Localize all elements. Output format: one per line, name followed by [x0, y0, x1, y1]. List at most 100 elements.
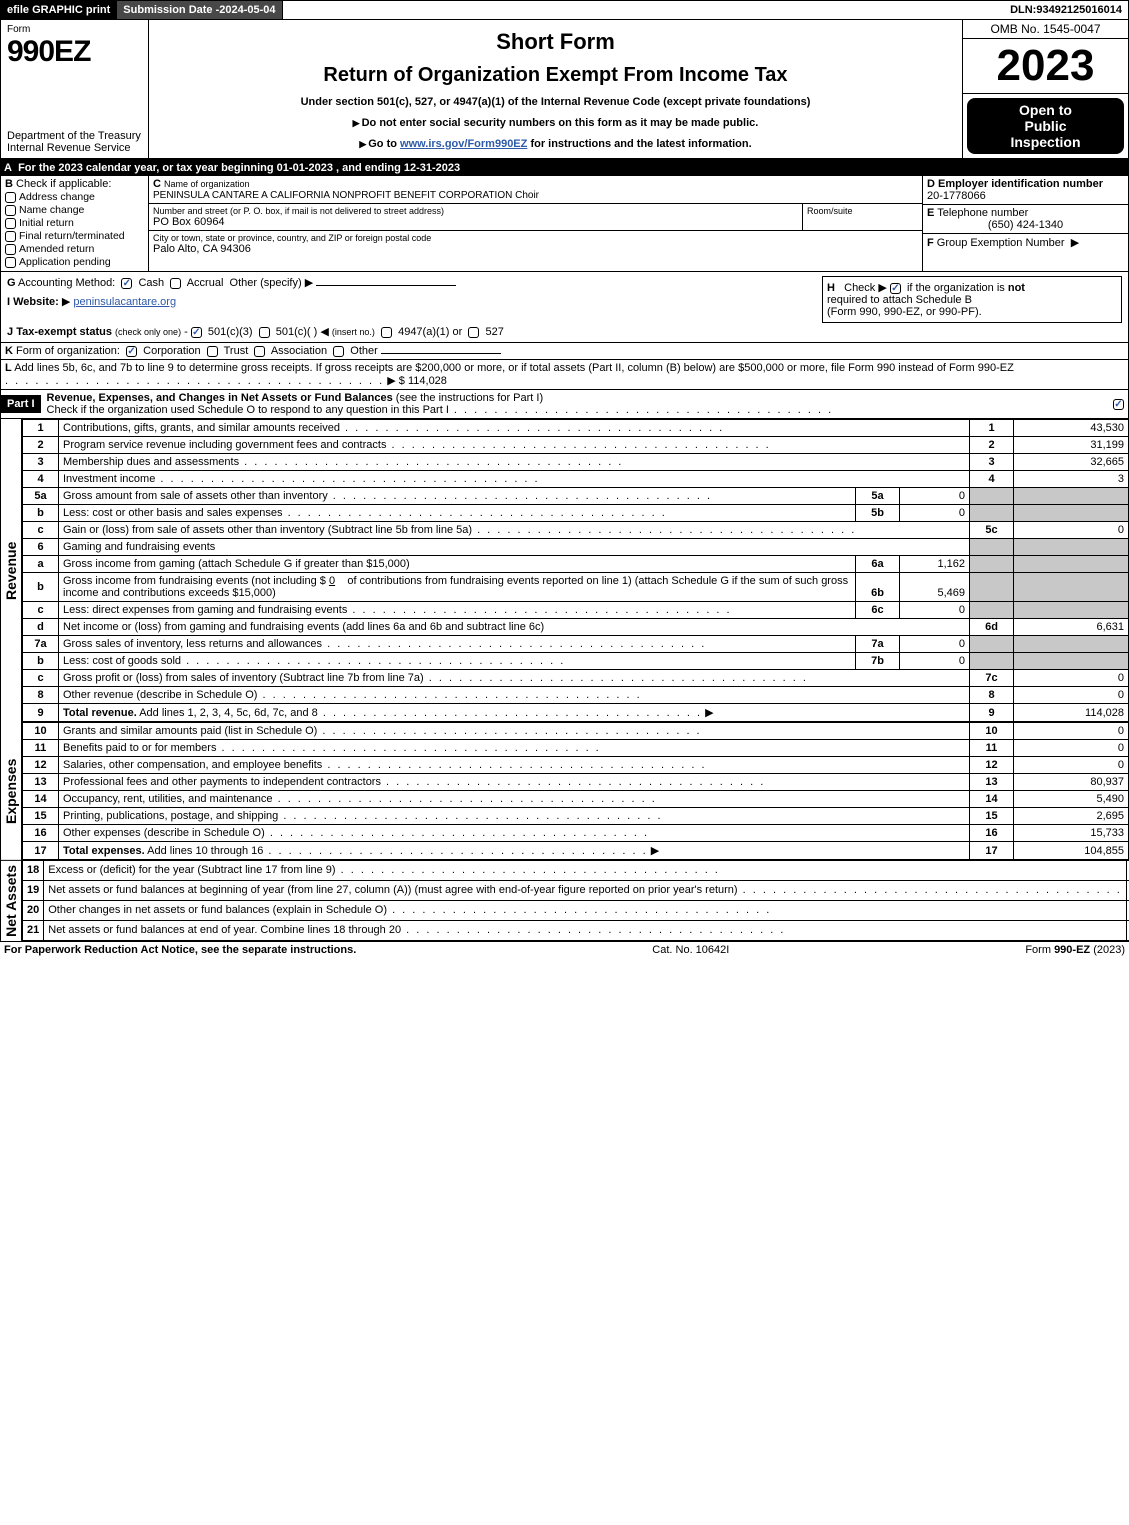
h-pre: Check: [844, 282, 878, 294]
line-7a: 7aGross sales of inventory, less returns…: [23, 636, 1129, 653]
footer-catno: Cat. No. 10642I: [652, 944, 729, 956]
chk-amended[interactable]: [5, 244, 16, 255]
chk-schedule-b[interactable]: [890, 283, 901, 294]
line-18-desc: Excess or (deficit) for the year (Subtra…: [44, 861, 1127, 881]
goto-link[interactable]: www.irs.gov/Form990EZ: [400, 138, 527, 150]
chk-501c[interactable]: [259, 327, 270, 338]
line-6c: cLess: direct expenses from gaming and f…: [23, 602, 1129, 619]
g-label: Accounting Method:: [18, 277, 115, 289]
line-1-desc: Contributions, gifts, grants, and simila…: [59, 420, 970, 437]
line-5b-boxgrey: [970, 505, 1014, 522]
under-section: Under section 501(c), 527, or 4947(a)(1)…: [155, 96, 956, 108]
line-8-amt: 0: [1014, 687, 1129, 704]
line-7a-no: 7a: [23, 636, 59, 653]
website-label: Website:: [13, 296, 59, 308]
section-l: L Add lines 5b, 6c, and 7b to line 9 to …: [0, 360, 1129, 390]
line-13: 13Professional fees and other payments t…: [23, 774, 1129, 791]
section-g: G Accounting Method: Cash Accrual Other …: [7, 276, 822, 289]
chk-schedule-o-parti[interactable]: [1113, 399, 1124, 410]
chk-initial-return[interactable]: [5, 218, 16, 229]
h-req: required to attach Schedule B: [827, 294, 972, 306]
opt-cash: Cash: [138, 277, 164, 289]
chk-4947[interactable]: [381, 327, 392, 338]
line-17-bold: Total expenses.: [63, 845, 145, 857]
line-16-box: 16: [970, 825, 1014, 842]
line-1-no: 1: [23, 420, 59, 437]
chk-accrual[interactable]: [170, 278, 181, 289]
chk-501c3[interactable]: [191, 327, 202, 338]
line-5c: cGain or (loss) from sale of assets othe…: [23, 522, 1129, 539]
line-1-amt: 43,530: [1014, 420, 1129, 437]
submission-date-value: 2024-05-04: [219, 4, 275, 16]
line-15-box: 15: [970, 808, 1014, 825]
part-i-label: Part I: [1, 395, 41, 413]
line-3-amt: 32,665: [1014, 454, 1129, 471]
line-11: 11Benefits paid to or for members110: [23, 740, 1129, 757]
open-to: Open to: [971, 102, 1120, 118]
line-6a-sv: 1,162: [899, 556, 969, 572]
chk-corp[interactable]: [126, 346, 137, 357]
open-public-inspection: Open to Public Inspection: [967, 98, 1124, 154]
chk-name-change[interactable]: [5, 205, 16, 216]
footer-right-post: (2023): [1093, 944, 1125, 956]
opt-assoc: Association: [271, 345, 327, 357]
chk-final-return[interactable]: [5, 231, 16, 242]
line-4-box: 4: [970, 471, 1014, 488]
tax-year-end: 12-31-2023: [404, 162, 460, 174]
section-b: B Check if applicable: Address change Na…: [1, 176, 149, 271]
efile-print-button[interactable]: efile GRAPHIC print: [1, 1, 117, 19]
opt-other-specify: Other (specify): [230, 277, 302, 289]
goto-instructions: Go to www.irs.gov/Form990EZ for instruct…: [155, 138, 956, 150]
street-label: Number and street (or P. O. box, if mail…: [153, 206, 798, 216]
chk-cash[interactable]: [121, 278, 132, 289]
opt-address-change: Address change: [19, 191, 95, 203]
line-11-amt: 0: [1014, 740, 1129, 757]
line-16-no: 16: [23, 825, 59, 842]
website-link[interactable]: peninsulacantare.org: [73, 296, 176, 308]
opt-501c: 501(c)( ): [276, 326, 318, 338]
line-6-boxgrey: [970, 539, 1014, 556]
chk-assoc[interactable]: [254, 346, 265, 357]
opt-amended: Amended return: [19, 243, 94, 255]
form-number: 990EZ: [7, 35, 142, 69]
line-11-box: 11: [970, 740, 1014, 757]
ein-label: Employer identification number: [938, 178, 1103, 190]
line-13-no: 13: [23, 774, 59, 791]
public: Public: [971, 118, 1120, 134]
line-14-box: 14: [970, 791, 1014, 808]
chk-address-change[interactable]: [5, 192, 16, 203]
line-5b: bLess: cost or other basis and sales exp…: [23, 505, 1129, 522]
l-text: Add lines 5b, 6c, and 7b to line 9 to de…: [14, 362, 1014, 374]
line-6d-no: d: [23, 619, 59, 636]
line-6: 6Gaming and fundraising events: [23, 539, 1129, 556]
chk-trust[interactable]: [207, 346, 218, 357]
line-15: 15Printing, publications, postage, and s…: [23, 808, 1129, 825]
line-5b-sv: 0: [899, 505, 969, 521]
line-12-box: 12: [970, 757, 1014, 774]
line-6c-amtgrey: [1014, 602, 1129, 619]
line-9-box: 9: [970, 704, 1014, 722]
line-6b-no: b: [23, 573, 59, 602]
line-7a-desc: Gross sales of inventory, less returns a…: [59, 636, 855, 652]
line-10-desc: Grants and similar amounts paid (list in…: [59, 723, 970, 740]
lines-revenue: Revenue 1Contributions, gifts, grants, a…: [0, 419, 1129, 722]
section-a-mid: , and ending: [336, 162, 404, 174]
opt-name-change: Name change: [19, 204, 84, 216]
line-11-no: 11: [23, 740, 59, 757]
line-13-desc: Professional fees and other payments to …: [59, 774, 970, 791]
line-9: 9Total revenue. Add lines 1, 2, 3, 4, 5c…: [23, 704, 1129, 722]
line-5a-no: 5a: [23, 488, 59, 505]
h-post: if the organization is: [907, 282, 1008, 294]
line-6b-desc: Gross income from fundraising events (no…: [59, 573, 855, 601]
chk-527[interactable]: [468, 327, 479, 338]
chk-other[interactable]: [333, 346, 344, 357]
form-word: Form: [7, 24, 142, 35]
line-3-box: 3: [970, 454, 1014, 471]
line-9-bold: Total revenue.: [63, 707, 137, 719]
line-21: 21Net assets or fund balances at end of …: [23, 920, 1129, 940]
chk-app-pending[interactable]: [5, 257, 16, 268]
section-c: C Name of organization PENINSULA CANTARE…: [149, 176, 923, 271]
line-2-box: 2: [970, 437, 1014, 454]
table-expenses: 10Grants and similar amounts paid (list …: [22, 722, 1129, 860]
line-14-no: 14: [23, 791, 59, 808]
